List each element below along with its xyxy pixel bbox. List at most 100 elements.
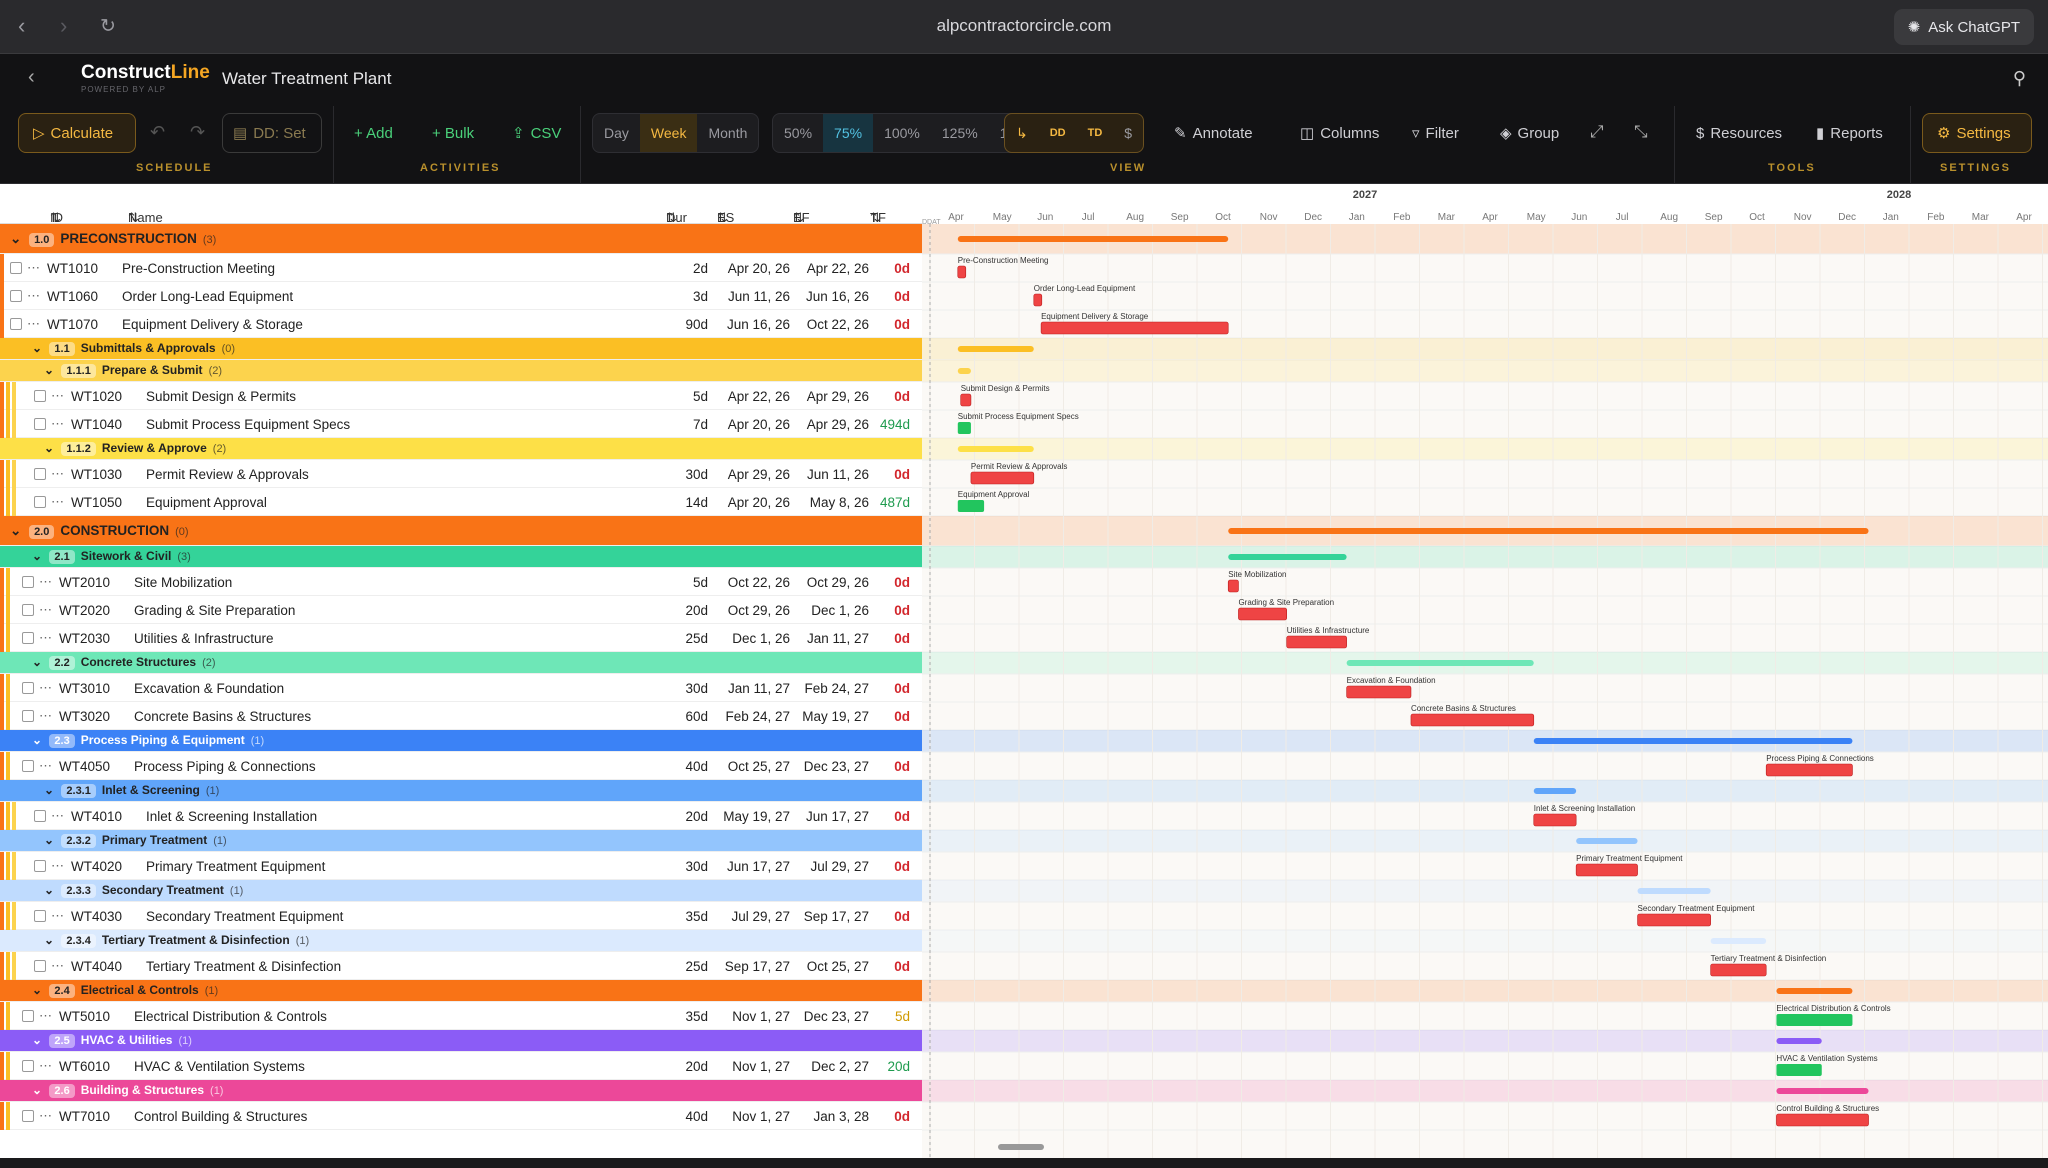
task-row[interactable]: ⋯ WT4010 Inlet & Screening Installation 20d… [0,802,922,830]
chevron-down-icon[interactable]: ⌄ [32,983,46,997]
reports-button[interactable]: ▮ Reports [1816,113,1883,153]
row-menu-icon[interactable]: ⋯ [51,466,64,481]
chevron-down-icon[interactable]: ⌄ [32,341,46,355]
group-row[interactable]: ⌄ 2.3.3 Secondary Treatment (1) [0,880,922,902]
resources-button[interactable]: $ Resources [1696,113,1782,153]
chevron-down-icon[interactable]: ⌄ [32,1033,46,1047]
task-row[interactable]: ⋯ WT5010 Electrical Distribution & Control… [0,1002,922,1030]
filter-button[interactable]: ▿ Filter [1412,113,1459,153]
task-row[interactable]: ⋯ WT4050 Process Piping & Connections 40d Oc… [0,752,922,780]
row-checkbox[interactable] [34,390,46,402]
chevron-down-icon[interactable]: ⌄ [44,833,58,847]
dd-toggle[interactable]: DD [1049,127,1066,139]
group-row[interactable]: ⌄ 2.0 CONSTRUCTION (0) [0,516,922,546]
columns-button[interactable]: ◫ Columns [1300,113,1379,153]
row-menu-icon[interactable]: ⋯ [51,416,64,431]
row-menu-icon[interactable]: ⋯ [39,1058,52,1073]
chevron-down-icon[interactable]: ⌄ [44,933,58,947]
group-row[interactable]: ⌄ 2.4 Electrical & Controls (1) [0,980,922,1002]
group-row[interactable]: ⌄ 1.1.1 Prepare & Submit (2) [0,360,922,382]
row-checkbox[interactable] [22,1060,34,1072]
td-toggle[interactable]: TD [1087,127,1103,139]
row-menu-icon[interactable]: ⋯ [51,858,64,873]
csv-button[interactable]: ⇪ CSV [512,113,561,153]
group-row[interactable]: ⌄ 2.3.2 Primary Treatment (1) [0,830,922,852]
row-menu-icon[interactable]: ⋯ [51,388,64,403]
row-menu-icon[interactable]: ⋯ [27,288,40,303]
group-row[interactable]: ⌄ 1.1.2 Review & Approve (2) [0,438,922,460]
back-icon[interactable]: ‹ [18,13,26,38]
critical-path-icon[interactable]: ↳ [1016,124,1028,141]
bulk-button[interactable]: + Bulk [432,124,475,142]
scale-week[interactable]: Week [639,114,698,152]
row-checkbox[interactable] [10,290,22,302]
chevron-down-icon[interactable]: ⌄ [44,883,58,897]
reload-icon[interactable]: ↻ [100,16,116,37]
cost-toggle[interactable]: $ [1124,125,1133,141]
row-menu-icon[interactable]: ⋯ [39,630,52,645]
add-button[interactable]: + Add [354,124,393,142]
row-menu-icon[interactable]: ⋯ [39,574,52,589]
chevron-down-icon[interactable]: ⌄ [10,231,26,246]
row-menu-icon[interactable]: ⋯ [39,758,52,773]
row-checkbox[interactable] [22,604,34,616]
redo-icon[interactable]: ↷ [190,122,206,142]
back-arrow-icon[interactable]: ‹ [28,66,35,88]
group-row[interactable]: ⌄ 2.6 Building & Structures (1) [0,1080,922,1102]
row-checkbox[interactable] [10,318,22,330]
group-row[interactable]: ⌄ 2.5 HVAC & Utilities (1) [0,1030,922,1052]
expand-icon[interactable]: ⤢ [1590,122,1604,141]
ask-chatgpt-button[interactable]: ✺ Ask ChatGPT [1893,9,2034,45]
row-menu-icon[interactable]: ⋯ [39,680,52,695]
row-checkbox[interactable] [34,418,46,430]
row-menu-icon[interactable]: ⋯ [39,708,52,723]
row-menu-icon[interactable]: ⋯ [39,602,52,617]
group-row[interactable]: ⌄ 2.1 Sitework & Civil (3) [0,546,922,568]
row-checkbox[interactable] [34,910,46,922]
scale-day[interactable]: Day [604,125,629,141]
undo-icon[interactable]: ↶ [150,122,166,142]
task-row[interactable]: ⋯ WT1030 Permit Review & Approvals 30d Apr 2… [0,460,922,488]
task-row[interactable]: ⋯ WT1040 Submit Process Equipment Specs 7d A… [0,410,922,438]
row-checkbox[interactable] [22,1110,34,1122]
task-row[interactable]: ⋯ WT3010 Excavation & Foundation 30d Jan 11,… [0,674,922,702]
task-row[interactable]: ⋯ WT6010 HVAC & Ventilation Systems 20d Nov … [0,1052,922,1080]
task-row[interactable]: ⋯ WT7010 Control Building & Structures 40d N… [0,1102,922,1130]
group-button[interactable]: ◈ Group [1500,113,1559,153]
row-menu-icon[interactable]: ⋯ [51,908,64,923]
chevron-down-icon[interactable]: ⌄ [10,523,26,538]
task-row[interactable]: ⋯ WT2030 Utilities & Infrastructure 25d Dec … [0,624,922,652]
row-checkbox[interactable] [22,1010,34,1022]
row-checkbox[interactable] [22,710,34,722]
address-bar[interactable]: alpcontractorcircle.com [936,16,1112,35]
row-checkbox[interactable] [22,760,34,772]
task-row[interactable]: ⋯ WT4020 Primary Treatment Equipment 30d Jun… [0,852,922,880]
chevron-down-icon[interactable]: ⌄ [32,1083,46,1097]
group-row[interactable]: ⌄ 1.0 PRECONSTRUCTION (3) [0,224,922,254]
row-menu-icon[interactable]: ⋯ [51,494,64,509]
forward-icon[interactable]: › [60,13,68,38]
task-row[interactable]: ⋯ WT2020 Grading & Site Preparation 20d Oct … [0,596,922,624]
task-row[interactable]: ⋯ WT4030 Secondary Treatment Equipment 35d J… [0,902,922,930]
zoom-75[interactable]: 75% [823,114,874,152]
row-menu-icon[interactable]: ⋯ [27,260,40,275]
chevron-down-icon[interactable]: ⌄ [44,783,58,797]
group-row[interactable]: ⌄ 2.3.4 Tertiary Treatment & Disinfection… [0,930,922,952]
row-checkbox[interactable] [34,860,46,872]
task-row[interactable]: ⋯ WT2010 Site Mobilization 5d Oct 22, 26 Oct … [0,568,922,596]
search-icon[interactable]: ⚲ [2012,68,2026,88]
zoom-100[interactable]: 100% [884,125,920,141]
task-row[interactable]: ⋯ WT1020 Submit Design & Permits 5d Apr 22, … [0,382,922,410]
task-row[interactable]: ⋯ WT1010 Pre-Construction Meeting 2d Apr 20,… [0,254,922,282]
chevron-down-icon[interactable]: ⌄ [32,733,46,747]
group-row[interactable]: ⌄ 2.3 Process Piping & Equipment (1) [0,730,922,752]
group-row[interactable]: ⌄ 1.1 Submittals & Approvals (0) [0,338,922,360]
row-checkbox[interactable] [34,810,46,822]
chevron-down-icon[interactable]: ⌄ [44,441,58,455]
zoom-125[interactable]: 125% [941,125,978,141]
row-checkbox[interactable] [22,576,34,588]
calculate-button[interactable]: ▷ Calculate [18,113,136,153]
chevron-down-icon[interactable]: ⌄ [32,655,46,669]
chevron-down-icon[interactable]: ⌄ [32,549,46,563]
group-row[interactable]: ⌄ 2.3.1 Inlet & Screening (1) [0,780,922,802]
